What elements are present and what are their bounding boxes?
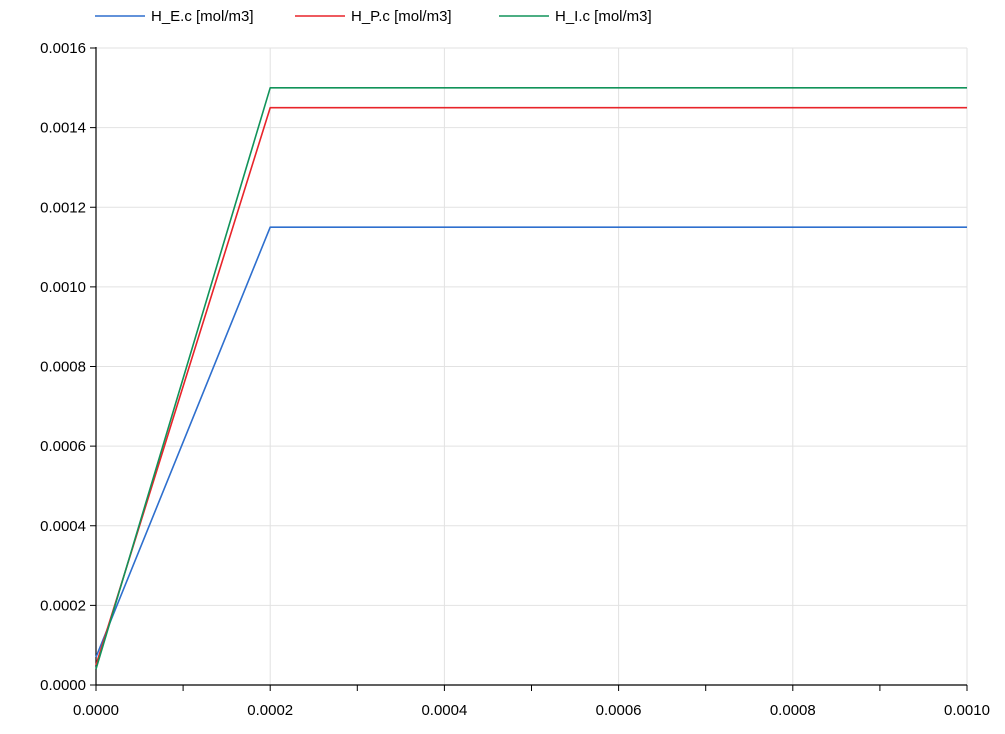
series-line bbox=[95, 226, 967, 658]
y-tick-label: 0.0016 bbox=[40, 40, 86, 57]
y-tick-label: 0.0014 bbox=[40, 120, 86, 137]
y-tick-label: 0.0004 bbox=[40, 518, 86, 535]
x-tick-label: 0.0008 bbox=[770, 702, 816, 719]
axes: 0.0000 0.0002 0.0004 0.0006 0.0008 0.0010 0.00… bbox=[40, 40, 990, 719]
y-tick-label: 0.0000 bbox=[40, 677, 86, 694]
y-tick-label: 0.0012 bbox=[40, 199, 86, 216]
legend-label: H_I.c [mol/m3] bbox=[555, 8, 652, 25]
series-lines bbox=[95, 87, 967, 670]
x-tick-label: 0.0004 bbox=[421, 702, 467, 719]
legend: H_E.c [mol/m3] H_P.c [mol/m3] H_I.c [mol/m… bbox=[95, 8, 652, 25]
series-line bbox=[95, 87, 967, 670]
y-tick-label: 0.0006 bbox=[40, 438, 86, 455]
series-line bbox=[95, 106, 967, 666]
x-tick-label: 0.0006 bbox=[596, 702, 642, 719]
legend-label: H_P.c [mol/m3] bbox=[351, 8, 452, 25]
y-tick-label: 0.0010 bbox=[40, 279, 86, 296]
y-tick-label: 0.0008 bbox=[40, 359, 86, 376]
grid-lines bbox=[95, 47, 968, 686]
x-tick-label: 0.0010 bbox=[944, 702, 990, 719]
x-tick-label: 0.0000 bbox=[73, 702, 119, 719]
y-tick-label: 0.0002 bbox=[40, 597, 86, 614]
legend-label: H_E.c [mol/m3] bbox=[151, 8, 254, 25]
x-tick-label: 0.0002 bbox=[247, 702, 293, 719]
